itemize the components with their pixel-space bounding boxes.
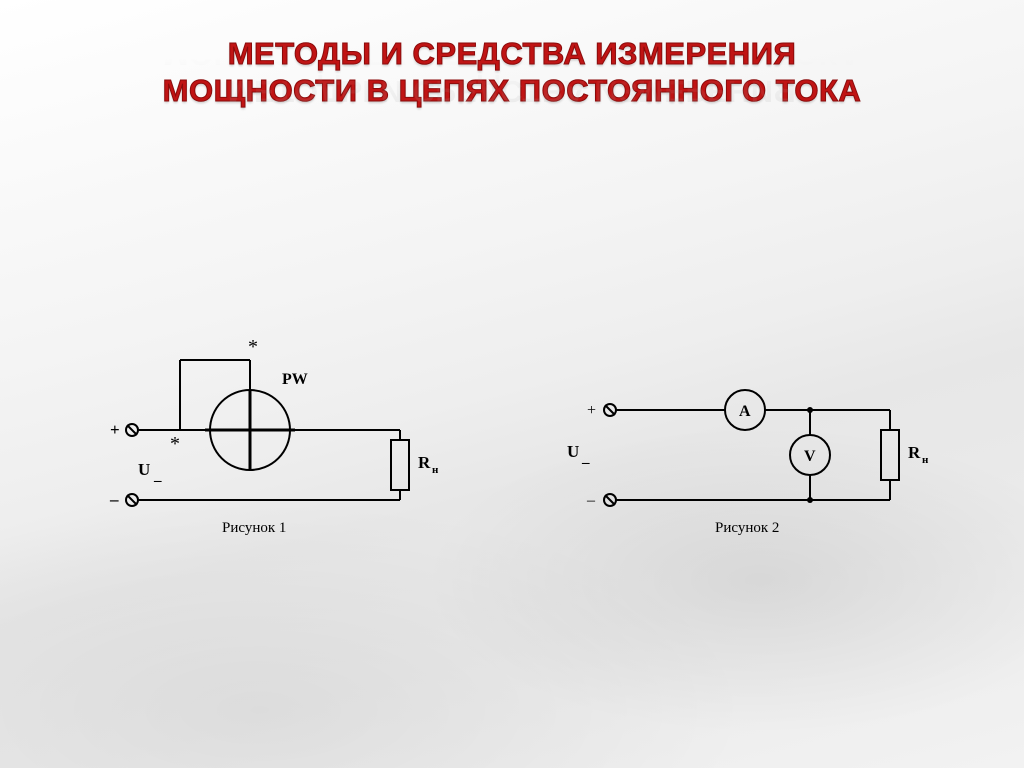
plus-label: + (587, 402, 596, 419)
voltage-label: U (567, 442, 579, 461)
slide-title: МЕТОДЫ И СРЕДСТВА ИЗМЕРЕНИЯ МОЩНОСТИ В Ц… (163, 36, 862, 109)
figure-1: + – U _ PW * * R н Рисунок 1 (100, 320, 460, 560)
load-label: R (908, 443, 921, 462)
ammeter-label: A (739, 403, 751, 420)
star-left: * (170, 433, 180, 455)
voltmeter-label: V (804, 448, 816, 465)
load-label-sub: н (922, 454, 929, 466)
figure-2: + – U _ A V R н Рисунок 2 (555, 340, 955, 560)
wattmeter-label: PW (282, 371, 308, 388)
load-label-sub: н (432, 464, 439, 476)
figure2-caption: Рисунок 2 (715, 520, 779, 536)
star-top: * (248, 336, 258, 358)
title-line1: МЕТОДЫ И СРЕДСТВА ИЗМЕРЕНИЯ (228, 36, 797, 71)
minus-label: – (109, 490, 119, 509)
voltage-sub: _ (581, 450, 590, 466)
voltage-sub: _ (153, 468, 162, 484)
minus-label: – (586, 492, 596, 509)
voltage-label: U (138, 460, 150, 479)
figure1-caption: Рисунок 1 (222, 520, 286, 536)
plus-label: + (110, 420, 120, 439)
load-resistor-icon (881, 430, 899, 480)
load-label: R (418, 453, 431, 472)
slide-title-wrap: МЕТОДЫ И СРЕДСТВА ИЗМЕРЕНИЯ МОЩНОСТИ В Ц… (0, 36, 1024, 109)
load-resistor-icon (391, 440, 409, 490)
title-line2: МОЩНОСТИ В ЦЕПЯХ ПОСТОЯННОГО ТОКА (163, 73, 862, 108)
